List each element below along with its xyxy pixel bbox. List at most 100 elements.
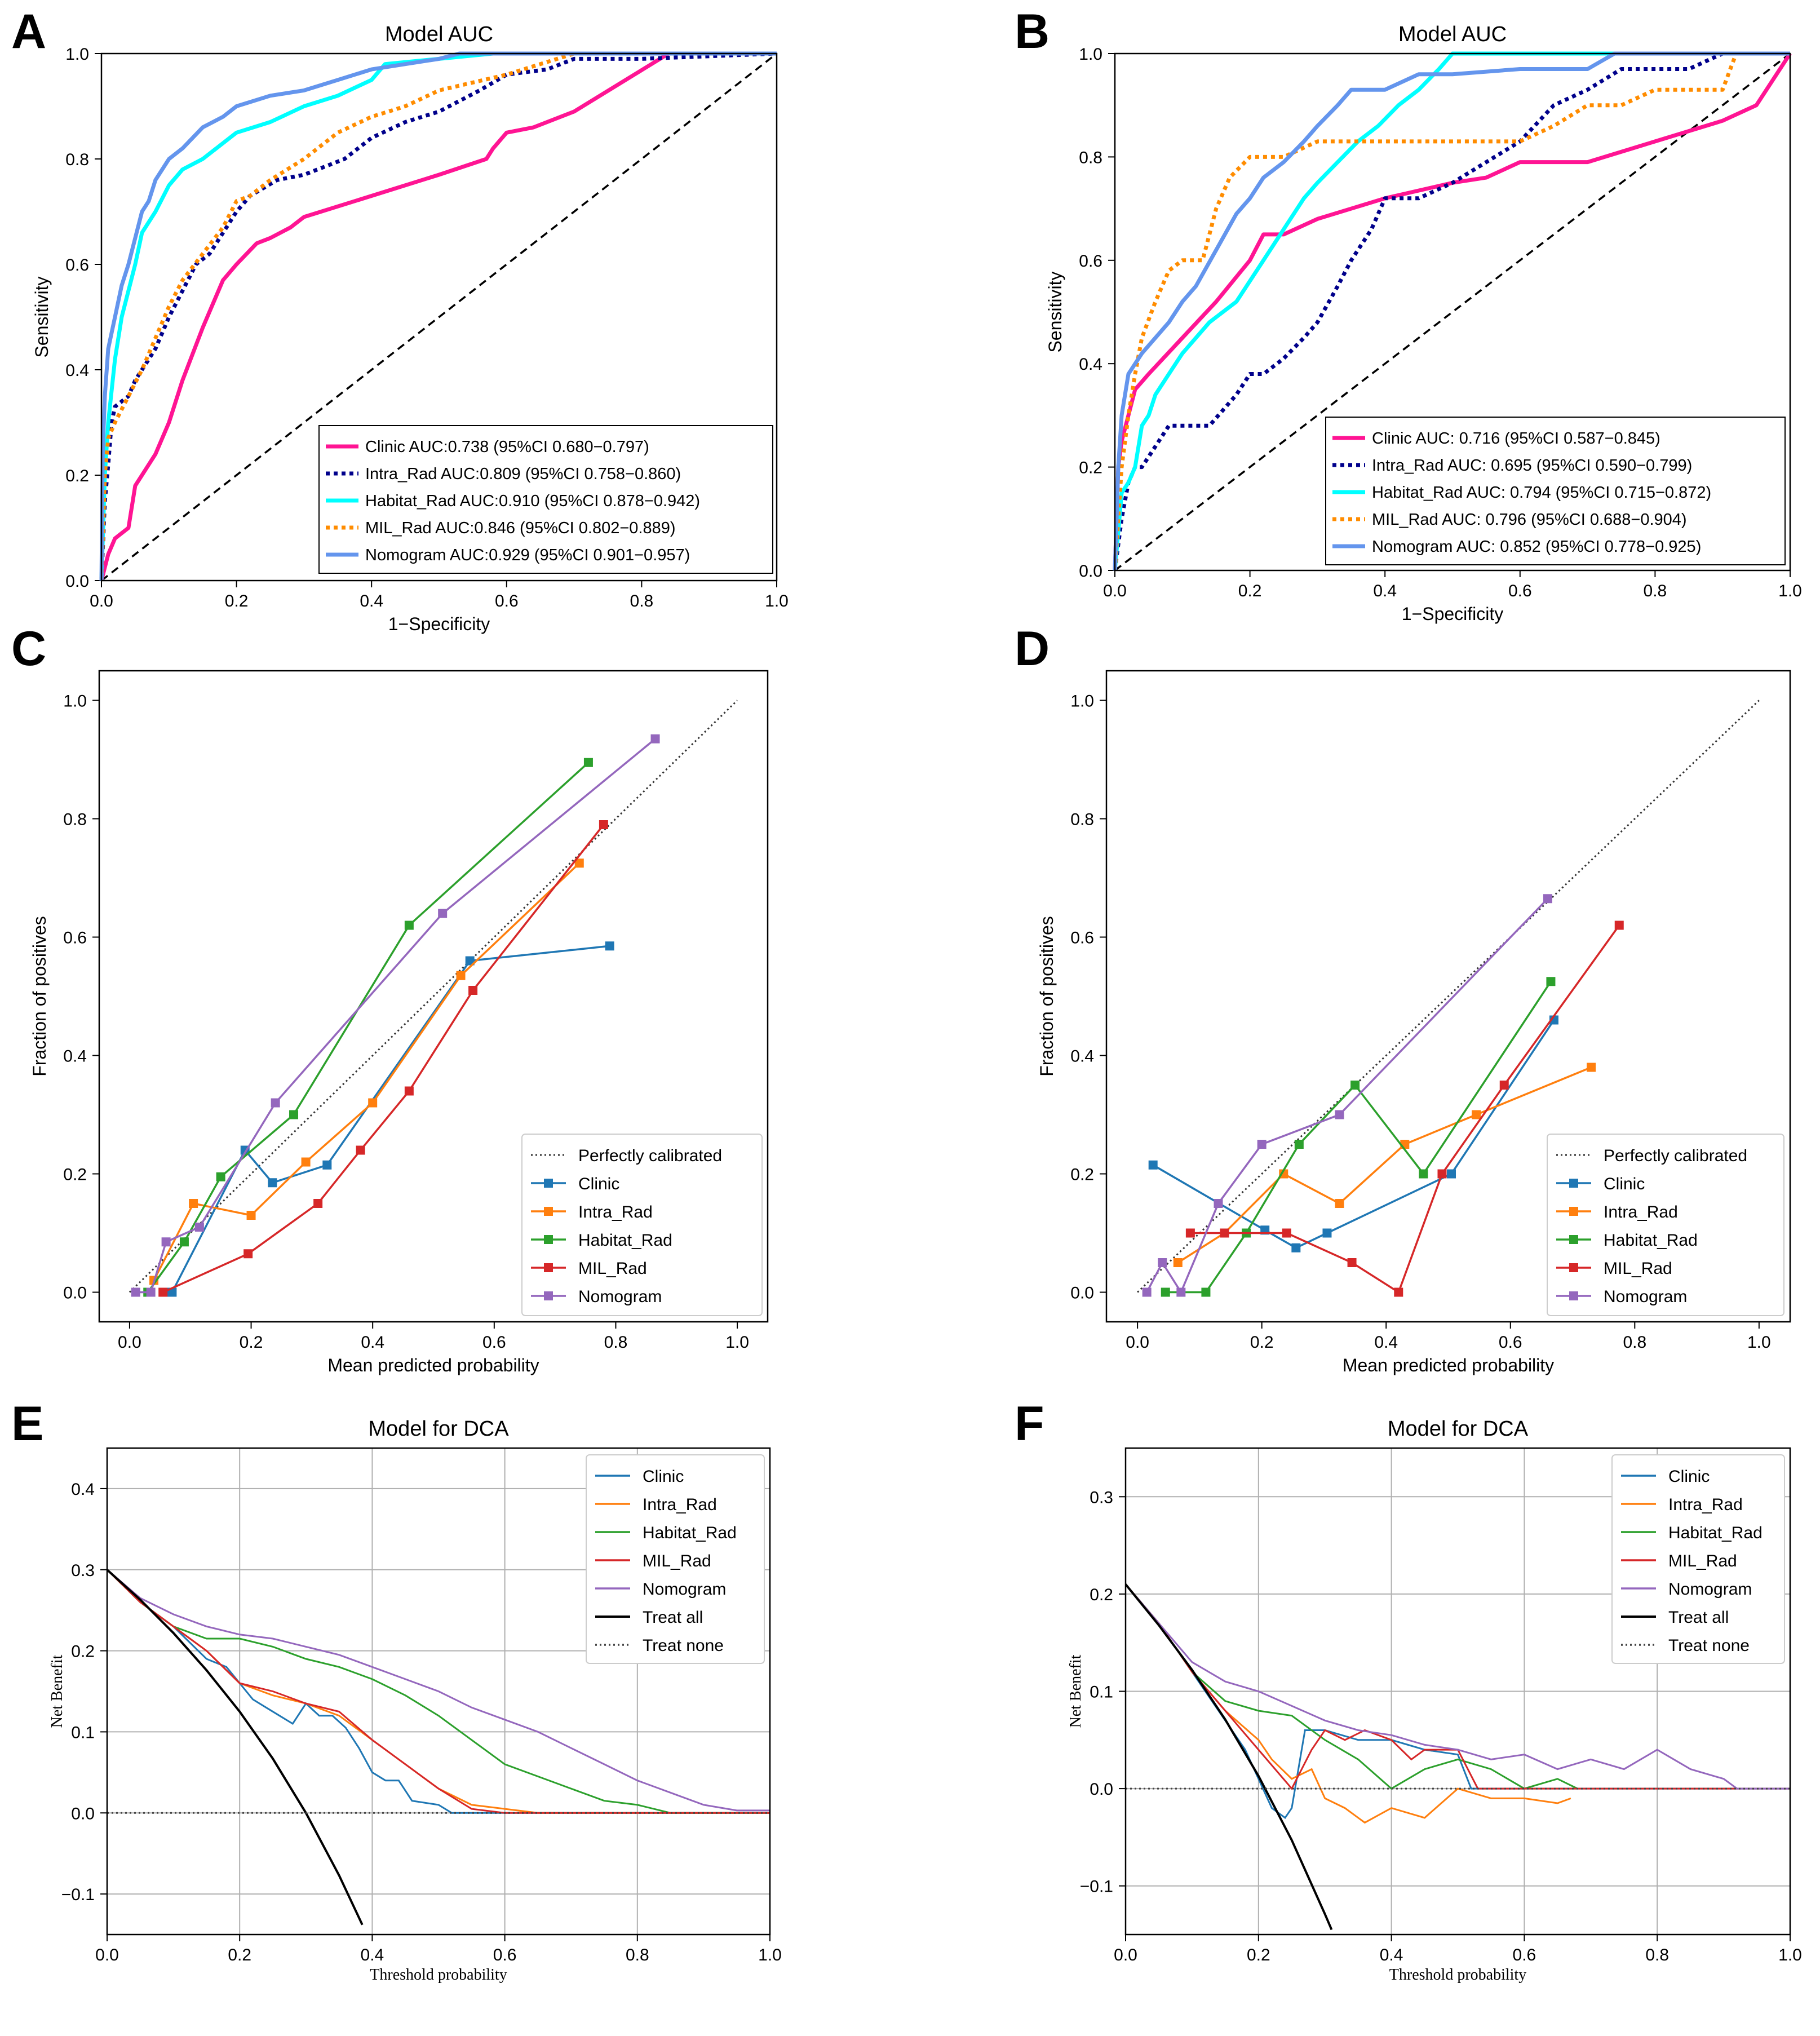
y-tick-label: 0.3 bbox=[71, 1561, 95, 1580]
x-tick-label: 0.2 bbox=[240, 1333, 263, 1352]
x-tick-label: 1.0 bbox=[1747, 1333, 1771, 1352]
y-tick-label: 0.2 bbox=[63, 1166, 87, 1184]
y-tick-label: 0.1 bbox=[1090, 1683, 1113, 1702]
legend-entry: Habitat_Rad bbox=[578, 1231, 672, 1250]
x-tick-label: 0.6 bbox=[482, 1333, 506, 1352]
y-axis-label: Sensitivity bbox=[32, 276, 52, 357]
calibration-marker-nomogram bbox=[1214, 1199, 1223, 1208]
dca-line-mil-rad bbox=[107, 1569, 770, 1814]
calibration-marker-intra-rad bbox=[246, 1211, 256, 1220]
calibration-marker-habitat-rad bbox=[1546, 977, 1556, 986]
legend-marker bbox=[544, 1263, 553, 1272]
dca-line-clinic bbox=[107, 1569, 770, 1814]
legend-marker bbox=[1569, 1207, 1578, 1216]
x-tick-label: 0.4 bbox=[1373, 582, 1397, 600]
x-axis-label: Mean predicted probability bbox=[327, 1355, 539, 1375]
dca-line-habitat-rad bbox=[107, 1569, 770, 1814]
legend-entry: Nomogram AUC:0.929 (95%CI 0.901−0.957) bbox=[365, 546, 690, 564]
calibration-marker-mil-rad bbox=[1394, 1287, 1403, 1297]
legend-entry: Intra_Rad bbox=[578, 1203, 653, 1221]
legend-entry: Clinic bbox=[643, 1467, 684, 1486]
calibration-marker-clinic bbox=[1291, 1243, 1301, 1252]
x-tick-label: 0.6 bbox=[1513, 1946, 1536, 1964]
legend-entry: Clinic AUC:0.738 (95%CI 0.680−0.797) bbox=[365, 438, 649, 456]
calibration-marker-intra-rad bbox=[1279, 1169, 1288, 1179]
chance-diagonal bbox=[100, 52, 778, 582]
legend-marker bbox=[1569, 1263, 1578, 1272]
legend-marker bbox=[1569, 1179, 1578, 1188]
legend-entry: Habitat_Rad bbox=[643, 1524, 737, 1542]
dca-curves bbox=[107, 1569, 770, 1926]
legend-box bbox=[318, 425, 773, 574]
calibration-marker-mil-rad bbox=[1499, 1081, 1509, 1090]
x-tick-label: 0.8 bbox=[630, 592, 654, 610]
calibration-marker-nomogram bbox=[271, 1098, 280, 1108]
x-tick-label: 0.4 bbox=[361, 1946, 384, 1964]
calibration-marker-mil-rad bbox=[468, 986, 478, 995]
legend: Clinic AUC: 0.716 (95%CI 0.587−0.845) Int… bbox=[1325, 417, 1786, 565]
legend-entry: Nomogram bbox=[578, 1287, 662, 1306]
calibration-marker-habitat-rad bbox=[1419, 1169, 1428, 1179]
x-tick-label: 0.8 bbox=[1644, 582, 1667, 600]
calibration-marker-habitat-rad bbox=[179, 1237, 189, 1247]
x-tick-label: 0.2 bbox=[225, 592, 249, 610]
x-axis-label: 1−Specificity bbox=[388, 614, 490, 634]
x-tick-label: 0.4 bbox=[360, 592, 383, 610]
calibration-marker-clinic bbox=[1447, 1169, 1456, 1179]
calibration-marker-mil-rad bbox=[1220, 1228, 1229, 1238]
roc-curve-habitat-rad bbox=[99, 51, 777, 581]
plot-frame-C bbox=[98, 670, 769, 1323]
legend-entry: Nomogram AUC: 0.852 (95%CI 0.778−0.925) bbox=[1372, 538, 1701, 556]
y-tick-label: 0.0 bbox=[65, 572, 89, 591]
x-tick-label: 1.0 bbox=[1778, 1946, 1802, 1964]
plot-frame-E bbox=[106, 1447, 771, 1936]
calibration-marker-habitat-rad bbox=[1161, 1287, 1170, 1297]
y-axis-label: Fraction of positives bbox=[29, 916, 50, 1077]
calibration-marker-nomogram bbox=[1257, 1140, 1267, 1149]
x-tick-label: 0.0 bbox=[118, 1333, 141, 1352]
calibration-marker-mil-rad bbox=[599, 820, 608, 829]
calibration-marker-mil-rad bbox=[356, 1145, 365, 1155]
x-tick-label: 0.2 bbox=[1250, 1333, 1274, 1352]
y-tick-label: 0.2 bbox=[1070, 1166, 1094, 1184]
perfectly-calibrated-line bbox=[1137, 700, 1760, 1293]
legend-entry: Intra_Rad bbox=[1668, 1495, 1743, 1514]
plot-frame-B bbox=[1114, 52, 1791, 572]
legend: Perfectly calibrated Clinic Intra_Rad Habit… bbox=[1547, 1134, 1784, 1316]
x-tick-label: 1.0 bbox=[765, 592, 789, 610]
y-tick-label: 0.6 bbox=[63, 929, 87, 948]
calibration-marker-habitat-rad bbox=[289, 1110, 299, 1119]
calibration-marker-habitat-rad bbox=[404, 920, 414, 930]
legend-entry: Treat none bbox=[643, 1636, 724, 1655]
y-tick-label: 0.4 bbox=[65, 361, 89, 380]
calibration-marker-mil-rad bbox=[404, 1086, 414, 1096]
dca-line-mil-rad bbox=[1126, 1583, 1790, 1790]
legend: Clinic Intra_Rad Habitat_Rad MIL_Rad Nomogra… bbox=[1611, 1454, 1785, 1664]
calibration-marker-mil-rad bbox=[1437, 1169, 1447, 1179]
x-tick-label: 0.4 bbox=[361, 1333, 384, 1352]
calibration-marker-mil-rad bbox=[243, 1249, 253, 1259]
roc-curve-clinic bbox=[1113, 52, 1792, 571]
dca-line-nomogram bbox=[1126, 1583, 1790, 1790]
x-axis-label: Threshold probability bbox=[1389, 1966, 1526, 1984]
roc-curve-mil-rad bbox=[99, 51, 777, 581]
y-tick-label: 0.8 bbox=[65, 151, 89, 169]
y-tick-label: 1.0 bbox=[65, 45, 89, 64]
y-tick-label: 0.0 bbox=[63, 1284, 87, 1303]
y-tick-label: 0.4 bbox=[1070, 1047, 1094, 1066]
calibration-marker-nomogram bbox=[438, 909, 448, 918]
roc-curve-intra-rad bbox=[99, 51, 777, 581]
roc-curve-clinic bbox=[99, 51, 777, 581]
x-tick-label: 0.0 bbox=[90, 592, 113, 610]
legend-box bbox=[586, 1454, 765, 1664]
legend-entry: Habitat_Rad bbox=[1604, 1231, 1698, 1250]
dca-line-intra-rad bbox=[1126, 1583, 1571, 1824]
y-tick-label: 0.0 bbox=[1070, 1284, 1094, 1303]
calibration-marker-intra-rad bbox=[456, 971, 466, 980]
legend-entry: Clinic AUC: 0.716 (95%CI 0.587−0.845) bbox=[1372, 430, 1660, 448]
axes-B: 0.0 0.2 0.4 0.6 0.8 1.0 0.0 0.2 0.4 0.6 0.8 1.0 bbox=[1079, 45, 1802, 600]
x-axis-label: 1−Specificity bbox=[1402, 604, 1504, 624]
calibration-marker-mil-rad bbox=[1185, 1228, 1195, 1238]
y-tick-label: 0.4 bbox=[63, 1047, 87, 1066]
